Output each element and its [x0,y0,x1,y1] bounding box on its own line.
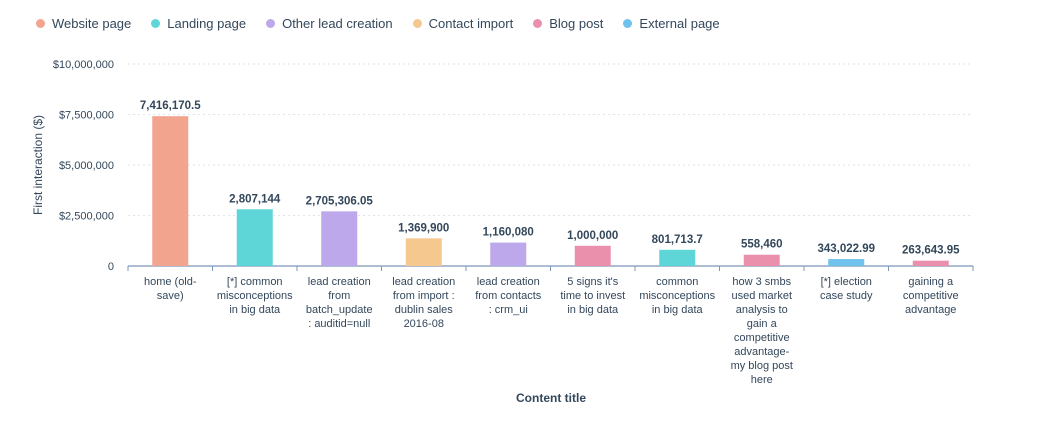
x-tick-label: home (old- [144,276,197,288]
y-tick-label: $2,500,000 [59,211,114,223]
x-tick-label: lead creation [392,276,455,288]
x-tick-label: competitive [903,290,959,302]
legend-swatch [412,19,422,28]
bar [405,238,442,266]
legend-item[interactable]: Contact import [412,16,514,31]
x-tick-label: analysis to [736,304,788,316]
data-label: 263,643.95 [902,245,960,257]
bar [743,254,780,266]
x-tick-label: used market [731,290,792,302]
data-label: 7,416,170.5 [140,100,201,112]
x-tick-label: gain a [747,318,778,330]
x-tick-label: gaining a [908,276,954,288]
legend-swatch [623,19,633,28]
y-tick-label: $5,000,000 [59,160,114,172]
x-tick-label: in big data [567,304,619,316]
x-tick-label: lead creation [477,276,540,288]
bar [912,260,949,266]
y-tick-label: $10,000,000 [53,59,114,71]
x-tick-label: lead creation [308,276,371,288]
x-tick-label: 2016-08 [404,318,444,330]
data-label: 558,460 [741,239,783,251]
x-tick-label: in big data [652,304,704,316]
x-tick-label: misconceptions [217,290,293,302]
legend-item[interactable]: Blog post [533,16,603,31]
x-tick-label: how 3 smbs [732,276,791,288]
data-label: 1,000,000 [567,230,618,242]
x-tick-label: 5 signs it's [567,276,619,288]
data-label: 2,807,144 [229,193,281,205]
legend-label: Website page [52,16,132,31]
x-tick-label: advantage- [734,346,789,358]
x-tick-label: dublin sales [395,304,454,316]
x-tick-label: : auditid=null [308,318,370,330]
data-label: 2,705,306.05 [306,195,374,207]
data-label: 801,713.7 [652,234,703,246]
legend-item[interactable]: External page [623,16,720,31]
data-label: 343,022.99 [817,243,875,255]
legend-swatch [151,19,161,28]
legend-swatch [266,19,276,28]
legend-swatch [36,19,45,28]
legend-item[interactable]: Landing page [151,16,246,31]
x-tick-label: batch_update [306,304,373,316]
bar [236,209,273,266]
x-tick-label: advantage [905,304,956,316]
y-tick-label: 0 [108,261,114,273]
legend-item[interactable]: Other lead creation [266,16,393,31]
x-tick-label: case study [820,290,873,302]
legend-label: Blog post [549,16,604,31]
legend-item[interactable]: Website page [36,16,131,31]
x-axis-title: Content title [516,391,586,405]
bar [152,116,189,266]
legend-label: Landing page [167,16,247,31]
x-tick-label: competitive [734,332,790,344]
legend-label: Other lead creation [282,16,393,31]
x-tick-label: [*] election [821,276,872,288]
data-label: 1,160,080 [483,227,534,239]
x-tick-label: [*] common [227,276,283,288]
x-tick-label: from contacts [475,290,542,302]
y-axis-title: First interaction ($) [31,115,45,215]
x-tick-label: my blog post [731,360,793,372]
legend-label: External page [639,16,720,31]
legend-label: Contact import [428,16,514,31]
x-tick-label: time to invest [560,290,625,302]
bar [490,242,527,266]
x-tick-label: from import : [393,290,455,302]
bar [321,211,358,266]
x-tick-label: misconceptions [639,290,715,302]
chart-legend: Website page Landing page Other lead creat… [36,16,740,31]
legend-swatch [533,19,543,28]
data-label: 1,369,900 [398,222,449,234]
x-tick-label: common [656,276,698,288]
x-tick-label: from [328,290,350,302]
x-tick-label: save) [157,290,184,302]
bar [659,249,696,266]
y-tick-label: $7,500,000 [59,110,114,122]
bar [828,259,865,266]
x-tick-label: in big data [229,304,281,316]
x-tick-label: : crm_ui [489,304,528,316]
x-tick-label: here [751,374,773,386]
bar [574,245,611,266]
